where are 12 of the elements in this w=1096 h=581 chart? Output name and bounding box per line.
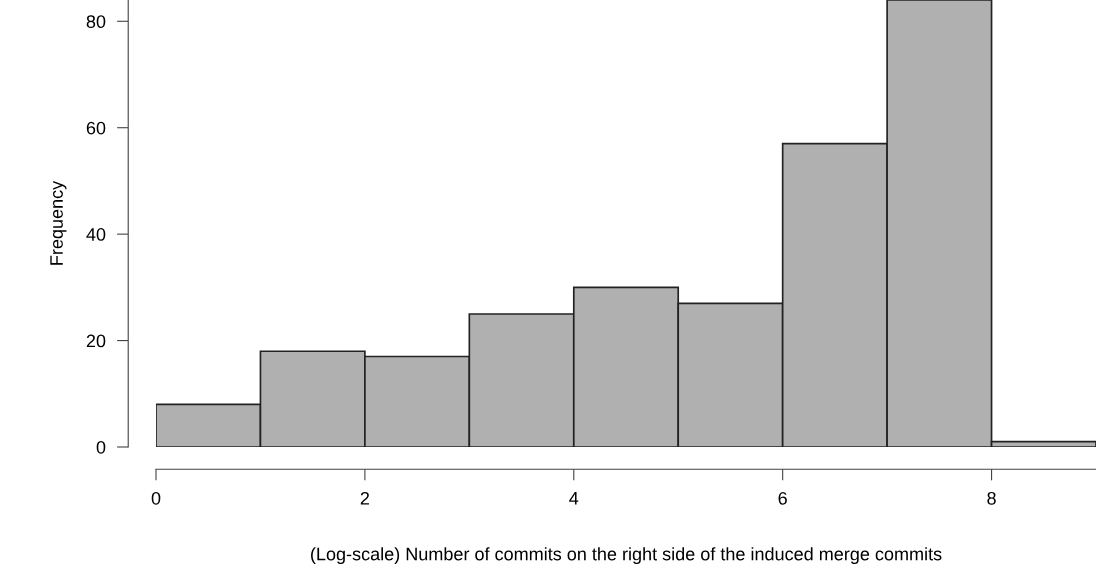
y-tick-label: 60	[86, 121, 106, 135]
y-tick-label: 20	[86, 334, 106, 348]
x-tick-label: 2	[360, 491, 369, 505]
x-tick-label: 4	[569, 492, 579, 505]
y-tick-label: 80	[86, 15, 106, 29]
y-axis-title: Frequency	[50, 180, 67, 265]
x-tick-label: 8	[987, 491, 996, 505]
y-tick-label: 40	[86, 228, 106, 241]
x-tick-label: 6	[778, 491, 787, 505]
y-tick-label: 0	[96, 440, 106, 454]
x-tick-label: 0	[151, 491, 161, 505]
x-axis-title: (Log-scale) Number of commits on the right side of the induced merge commits	[311, 547, 942, 564]
